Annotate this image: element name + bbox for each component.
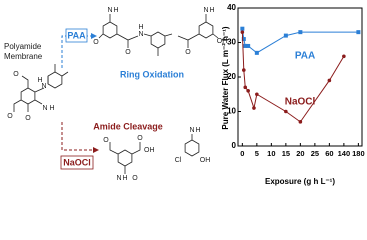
point	[327, 78, 332, 83]
point	[284, 109, 288, 114]
point	[242, 68, 246, 72]
x-tick-label: 10	[267, 149, 275, 158]
atom: Cl	[175, 157, 182, 164]
y-tick-label: 0	[232, 141, 237, 150]
atom: O	[93, 39, 99, 46]
y-tick-label: 20	[227, 72, 236, 81]
atom: OH	[217, 38, 228, 45]
x-tick-label: 60	[325, 149, 333, 158]
atom: N	[203, 7, 208, 14]
point	[283, 33, 288, 38]
atom: H	[37, 77, 42, 84]
point	[243, 43, 248, 48]
chart: Pure Water Flux (L m⁻² h⁻¹) Exposure (g …	[221, 3, 365, 186]
point	[298, 120, 303, 124]
point	[356, 30, 361, 35]
atom: O	[7, 113, 13, 120]
point	[241, 37, 246, 42]
naocl-label: NaOCl	[63, 157, 91, 167]
point	[243, 85, 248, 90]
plot-frame	[237, 7, 363, 147]
atom: OH	[144, 147, 155, 154]
atom: O	[25, 115, 31, 122]
cleavage-label: Amide Cleavage	[93, 121, 163, 131]
membrane-label: Polyamide	[4, 42, 42, 51]
point	[255, 92, 259, 97]
atom: H	[138, 24, 143, 31]
atom: H	[113, 7, 118, 14]
atom: N	[107, 7, 112, 14]
point	[342, 54, 346, 59]
atom: O	[185, 49, 191, 56]
point	[240, 30, 245, 34]
x-tick-label: 20	[296, 149, 304, 158]
point	[240, 26, 245, 31]
point	[246, 89, 250, 93]
point	[252, 106, 256, 110]
oxidation-label: Ring Oxidation	[120, 69, 184, 79]
series-label: PAA	[295, 51, 315, 62]
x-tick-label: 25	[311, 149, 319, 158]
diagram: Polyamide Membrane N H O O N H O PAA NaO…	[4, 7, 227, 182]
x-tick-label: 140	[338, 149, 351, 158]
point	[246, 43, 251, 48]
membrane-label: Membrane	[4, 52, 43, 61]
atom: O	[132, 175, 138, 182]
y-tick-label: 10	[227, 107, 236, 116]
atom: O	[137, 135, 143, 142]
x-tick-label: 0	[240, 149, 244, 158]
atom: H	[122, 175, 127, 182]
y-axis-label: Pure Water Flux (L m⁻² h⁻¹)	[221, 26, 230, 129]
atom: H	[209, 7, 214, 14]
atom: O	[103, 137, 109, 144]
figure: Polyamide Membrane N H O O N H O PAA NaO…	[4, 3, 365, 186]
x-tick-label: 5	[255, 149, 259, 158]
point	[298, 30, 303, 35]
atom: OH	[200, 157, 211, 164]
atom: O	[13, 71, 19, 78]
x-tick-label: 180	[352, 149, 365, 158]
atom: N	[41, 83, 46, 90]
atom: O	[125, 49, 131, 56]
y-tick-label: 30	[227, 38, 236, 47]
x-tick-label: 15	[282, 149, 290, 158]
atom: N	[138, 31, 143, 38]
atom: H	[195, 127, 200, 134]
atom: N	[42, 105, 47, 112]
point	[254, 50, 259, 55]
paa-label: PAA	[67, 30, 86, 40]
y-tick-label: 40	[227, 3, 236, 12]
atom: N	[116, 175, 121, 182]
series-label: NaOCl	[285, 97, 316, 108]
atom: N	[189, 127, 194, 134]
series-line	[241, 32, 345, 123]
atom: H	[49, 105, 54, 112]
x-axis-label: Exposure (g h L⁻¹)	[265, 177, 335, 186]
